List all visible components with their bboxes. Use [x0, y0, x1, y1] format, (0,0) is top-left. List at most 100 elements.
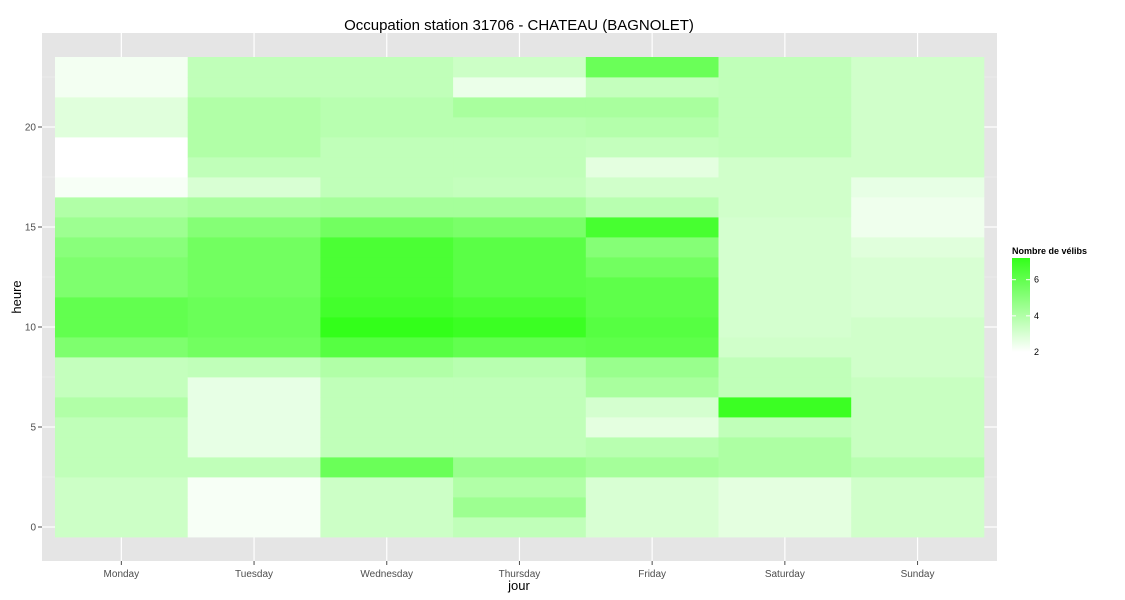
heatmap-tile [55, 237, 189, 258]
heatmap-tile [320, 257, 454, 278]
heatmap-tile [320, 457, 454, 478]
heatmap-tile [585, 357, 719, 378]
heatmap-tile [187, 197, 321, 218]
heatmap-tile [718, 317, 852, 338]
x-tick-label: Saturday [765, 569, 805, 580]
heatmap-tile [320, 297, 454, 318]
heatmap-tile [585, 237, 719, 258]
heatmap-tile [187, 377, 321, 398]
heatmap-tile [320, 397, 454, 418]
x-axis-title: jour [507, 578, 530, 593]
y-tick-label: 10 [25, 323, 37, 334]
heatmap-tile [718, 517, 852, 538]
heatmap-tile [585, 137, 719, 158]
heatmap-tile [851, 197, 985, 218]
heatmap-tile [55, 277, 189, 298]
heatmap-tile [187, 457, 321, 478]
heatmap-tile [453, 97, 587, 118]
heatmap-tile [851, 237, 985, 258]
x-tick-label: Sunday [901, 569, 935, 580]
heatmap-tile [585, 337, 719, 358]
heatmap-tile [851, 97, 985, 118]
heatmap-tile [55, 57, 189, 78]
heatmap-tile [320, 497, 454, 518]
heatmap-tile [453, 357, 587, 378]
heatmap-tile [55, 337, 189, 358]
heatmap-tile [320, 117, 454, 138]
heatmap-tile [187, 237, 321, 258]
heatmap-tile [55, 517, 189, 538]
x-axis: Monday Tuesday Wednesday Thursday Friday Satu… [104, 561, 935, 580]
heatmap-tile [585, 437, 719, 458]
heatmap-tile [55, 497, 189, 518]
heatmap-tile [851, 477, 985, 498]
heatmap-tile [453, 237, 587, 258]
heatmap-tile [585, 277, 719, 298]
heatmap-tile [851, 337, 985, 358]
heatmap-tile [851, 277, 985, 298]
heatmap-tile [453, 457, 587, 478]
heatmap-tile [453, 337, 587, 358]
heatmap-tile [453, 257, 587, 278]
heatmap-tile [851, 177, 985, 198]
heatmap-tile [585, 197, 719, 218]
legend-label: 4 [1034, 311, 1039, 321]
heatmap-tile [320, 477, 454, 498]
heatmap-tile [187, 497, 321, 518]
heatmap-tile [453, 497, 587, 518]
x-tick-label: Thursday [499, 569, 541, 580]
heatmap-tile [187, 57, 321, 78]
heatmap-tile [187, 317, 321, 338]
heatmap-tile [453, 397, 587, 418]
heatmap-tile [187, 97, 321, 118]
heatmap-tile [187, 337, 321, 358]
y-tick-label: 0 [30, 523, 36, 534]
y-tick-label: 5 [30, 423, 36, 434]
heatmap-tile [187, 477, 321, 498]
heatmap-tile [320, 157, 454, 178]
legend-title: Nombre de vélibs [1012, 246, 1087, 256]
heatmap-tile [453, 77, 587, 98]
heatmap-tile [585, 457, 719, 478]
heatmap-tile [718, 117, 852, 138]
heatmap-tile [453, 437, 587, 458]
heatmap-tile [55, 97, 189, 118]
heatmap-tile [585, 177, 719, 198]
x-tick-label: Wednesday [360, 569, 413, 580]
heatmap-tile [851, 497, 985, 518]
heatmap-tile [851, 417, 985, 438]
heatmap-tile [320, 57, 454, 78]
heatmap-tile [585, 77, 719, 98]
heatmap-tiles [55, 57, 985, 538]
heatmap-tile [453, 477, 587, 498]
y-axis: 0 5 10 15 20 [25, 123, 42, 534]
heatmap-tile [851, 357, 985, 378]
heatmap-tile [851, 297, 985, 318]
heatmap-tile [55, 417, 189, 438]
heatmap-tile [851, 57, 985, 78]
heatmap-tile [320, 137, 454, 158]
heatmap-tile [55, 357, 189, 378]
heatmap-tile [851, 217, 985, 238]
heatmap-tile [453, 297, 587, 318]
heatmap-tile [187, 157, 321, 178]
heatmap-tile [851, 117, 985, 138]
heatmap-tile [851, 137, 985, 158]
heatmap-tile [585, 157, 719, 178]
heatmap-tile [55, 117, 189, 138]
heatmap-tile [320, 277, 454, 298]
heatmap-tile [187, 137, 321, 158]
heatmap-tile [320, 377, 454, 398]
heatmap-tile [187, 297, 321, 318]
heatmap-tile [585, 397, 719, 418]
heatmap-tile [187, 437, 321, 458]
heatmap-tile [187, 117, 321, 138]
heatmap-tile [187, 277, 321, 298]
heatmap-tile [187, 397, 321, 418]
heatmap-tile [718, 497, 852, 518]
heatmap-tile [453, 177, 587, 198]
heatmap-tile [187, 357, 321, 378]
heatmap-tile [851, 317, 985, 338]
heatmap-tile [320, 97, 454, 118]
